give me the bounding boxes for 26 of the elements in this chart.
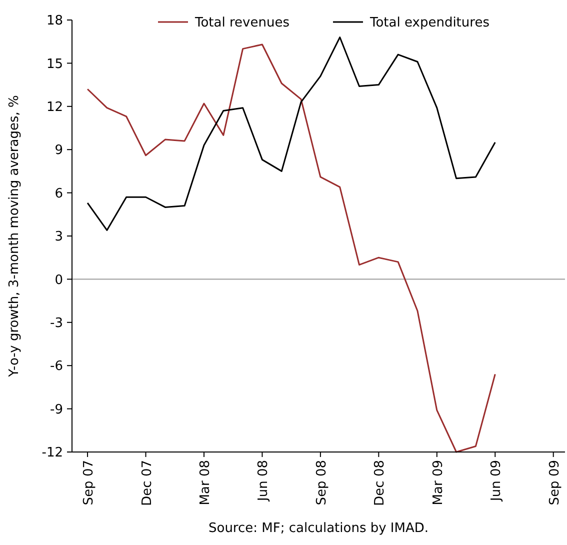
x-tick-label: Sep 08	[314, 460, 330, 506]
x-tick-label: Sep 07	[82, 460, 97, 506]
x-tick-label: Sep 09	[547, 460, 562, 506]
y-tick-label: 15	[46, 56, 63, 72]
source-note: Source: MF; calculations by IMAD.	[208, 521, 429, 536]
x-tick-label: Mar 08	[198, 460, 213, 506]
y-tick-label: 12	[46, 100, 63, 115]
y-tick-label: -12	[42, 446, 63, 461]
y-tick-label: -3	[50, 316, 63, 331]
legend-label: Total revenues	[194, 16, 290, 31]
y-axis-title: Y-o-y growth, 3-month moving averages, %	[7, 95, 22, 378]
y-tick-label: -6	[50, 359, 63, 374]
legend-label: Total expenditures	[369, 16, 490, 31]
y-tick-label: -9	[50, 402, 63, 418]
x-tick-label: Jun 09	[489, 460, 504, 502]
x-tick-label: Dec 08	[372, 460, 388, 506]
line-series	[86, 44, 496, 453]
x-tick-label: Mar 09	[430, 460, 446, 506]
y-tick-label: 3	[54, 230, 63, 245]
y-tick-label: 18	[46, 14, 63, 29]
x-tick-label: Dec 07	[140, 460, 155, 506]
line-series	[86, 36, 496, 231]
y-tick-label: 9	[54, 143, 63, 158]
x-tick-label: Jun 08	[256, 460, 272, 502]
y-tick-label: 0	[54, 272, 63, 288]
y-tick-label: 6	[54, 186, 63, 202]
